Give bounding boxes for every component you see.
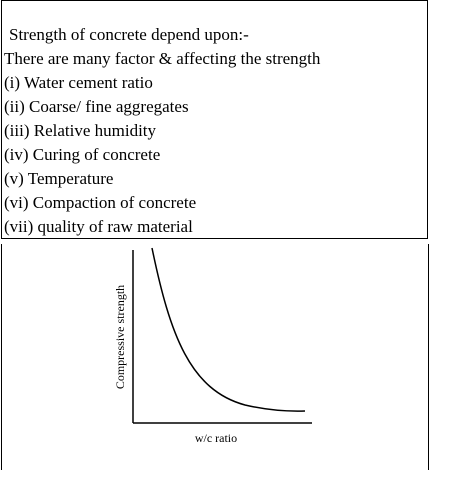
x-axis-label: w/c ratio: [195, 431, 237, 445]
factor-item: (iii) Relative humidity: [4, 121, 157, 140]
intro: There are many factor & affecting the st…: [4, 49, 321, 68]
text-box: [1, 0, 428, 239]
factor-item: (iv) Curing of concrete: [4, 145, 161, 164]
factor-item: (i) Water cement ratio: [4, 73, 153, 92]
factor-item: (vii) quality of raw material: [4, 217, 193, 236]
y-axis-label: Compressive strength: [113, 285, 127, 389]
strength-curve: [151, 247, 306, 412]
heading: Strength of concrete depend upon:-: [9, 25, 249, 44]
factor-item: (ii) Coarse/ fine aggregates: [4, 97, 189, 116]
factor-item: (v) Temperature: [4, 169, 114, 188]
factor-item: (vi) Compaction of concrete: [4, 193, 197, 212]
figure: Compressive strength w/c ratio: [1, 244, 429, 470]
